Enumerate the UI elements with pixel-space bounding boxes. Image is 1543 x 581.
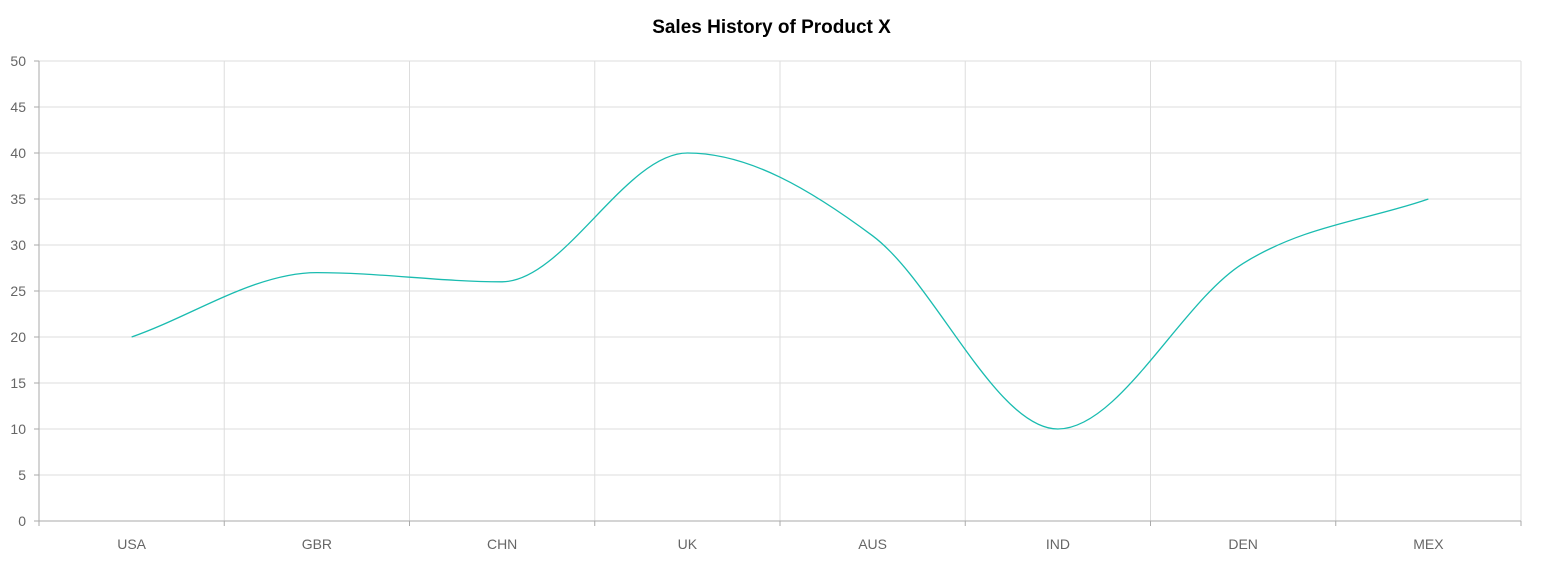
series-line [131,152,1429,430]
y-tick-label: 25 [10,283,26,299]
series [131,152,1429,430]
y-tick-label: 0 [18,513,26,529]
y-tick-label: 5 [18,467,26,483]
y-tick-label: 20 [10,329,26,345]
y-tick-label: 45 [10,99,26,115]
x-tick-label: IND [1046,536,1070,552]
y-tick-label: 50 [10,53,26,69]
y-tick-label: 40 [10,145,26,161]
x-tick-label: AUS [858,536,887,552]
x-tick-label: UK [678,536,698,552]
x-tick-label: CHN [487,536,517,552]
x-tick-label: GBR [302,536,332,552]
y-axis-ticks: 0 5 10 15 20 25 30 35 40 45 50 [10,53,39,529]
x-tick-label: USA [117,536,146,552]
y-tick-label: 30 [10,237,26,253]
chart-title: Sales History of Product X [652,17,891,38]
y-tick-label: 35 [10,191,26,207]
y-tick-label: 10 [10,421,26,437]
x-tick-label: DEN [1228,536,1258,552]
y-tick-label: 15 [10,375,26,391]
x-tick-label: MEX [1413,536,1444,552]
x-axis-ticks: USA GBR CHN UK AUS IND DEN MEX [38,521,1522,552]
grid-lines [38,60,1522,522]
